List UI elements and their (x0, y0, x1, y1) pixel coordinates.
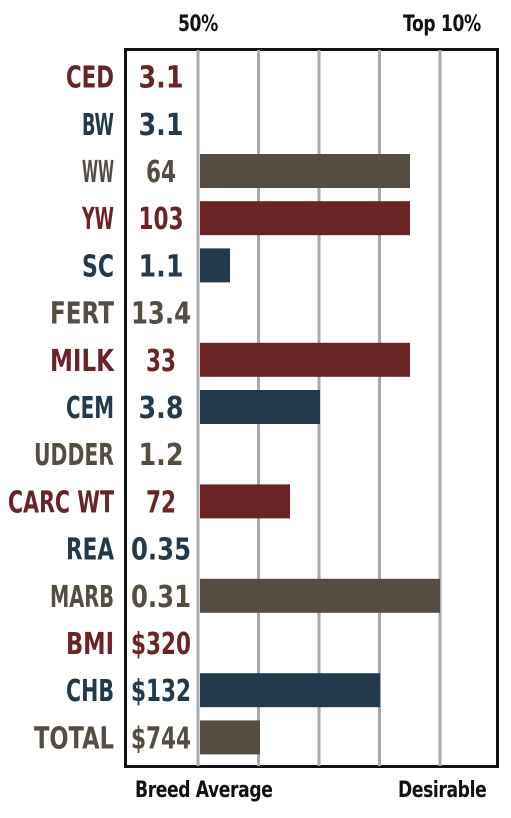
bar-ww (200, 154, 410, 188)
trait-label: CHB (66, 674, 114, 709)
trait-value: 103 (139, 202, 184, 237)
bar-carc-wt (200, 484, 290, 519)
trait-value: $744 (131, 721, 191, 756)
trait-value: 3.1 (139, 108, 184, 143)
trait-value: $320 (131, 627, 191, 662)
trait-label: CARC WT (8, 485, 114, 520)
trait-label: MILK (50, 344, 115, 379)
bar-milk (200, 342, 410, 377)
trait-label: BMI (66, 627, 114, 662)
trait-value: 33 (146, 344, 176, 379)
trait-value: 64 (146, 155, 176, 190)
trait-label: UDDER (34, 438, 114, 473)
trait-value: 13.4 (131, 297, 191, 332)
trait-value: 72 (146, 485, 176, 520)
chart-frame (124, 48, 499, 768)
footer-desirable-label: Desirable (398, 778, 487, 803)
bar-total (200, 720, 260, 755)
bar-yw (200, 201, 410, 236)
trait-label: WW (82, 155, 114, 190)
trait-label: TOTAL (34, 721, 114, 756)
trait-label: CED (66, 61, 114, 96)
bar-cem (200, 390, 320, 424)
trait-value: 1.2 (139, 438, 184, 473)
trait-value: 0.35 (131, 533, 191, 568)
trait-value: 0.31 (131, 580, 191, 615)
header-50-percent-label: 50% (178, 12, 218, 37)
trait-label: FERT (50, 297, 114, 332)
header-top-10-percent-label: Top 10% (403, 12, 481, 37)
trait-label: REA (66, 533, 115, 568)
trait-label: SC (82, 249, 114, 284)
trait-label: BW (82, 108, 114, 143)
trait-value: 3.1 (139, 61, 184, 96)
trait-label: CEM (66, 391, 114, 426)
trait-label: MARB (50, 580, 114, 615)
bar-chb (200, 673, 380, 708)
trait-label: YW (81, 202, 114, 237)
trait-value: 1.1 (139, 249, 184, 284)
bar-marb (200, 578, 440, 613)
trait-value: 3.8 (139, 391, 184, 426)
trait-value: $132 (131, 674, 191, 709)
footer-breed-average-label: Breed Average (135, 778, 273, 803)
bar-sc (200, 248, 230, 283)
